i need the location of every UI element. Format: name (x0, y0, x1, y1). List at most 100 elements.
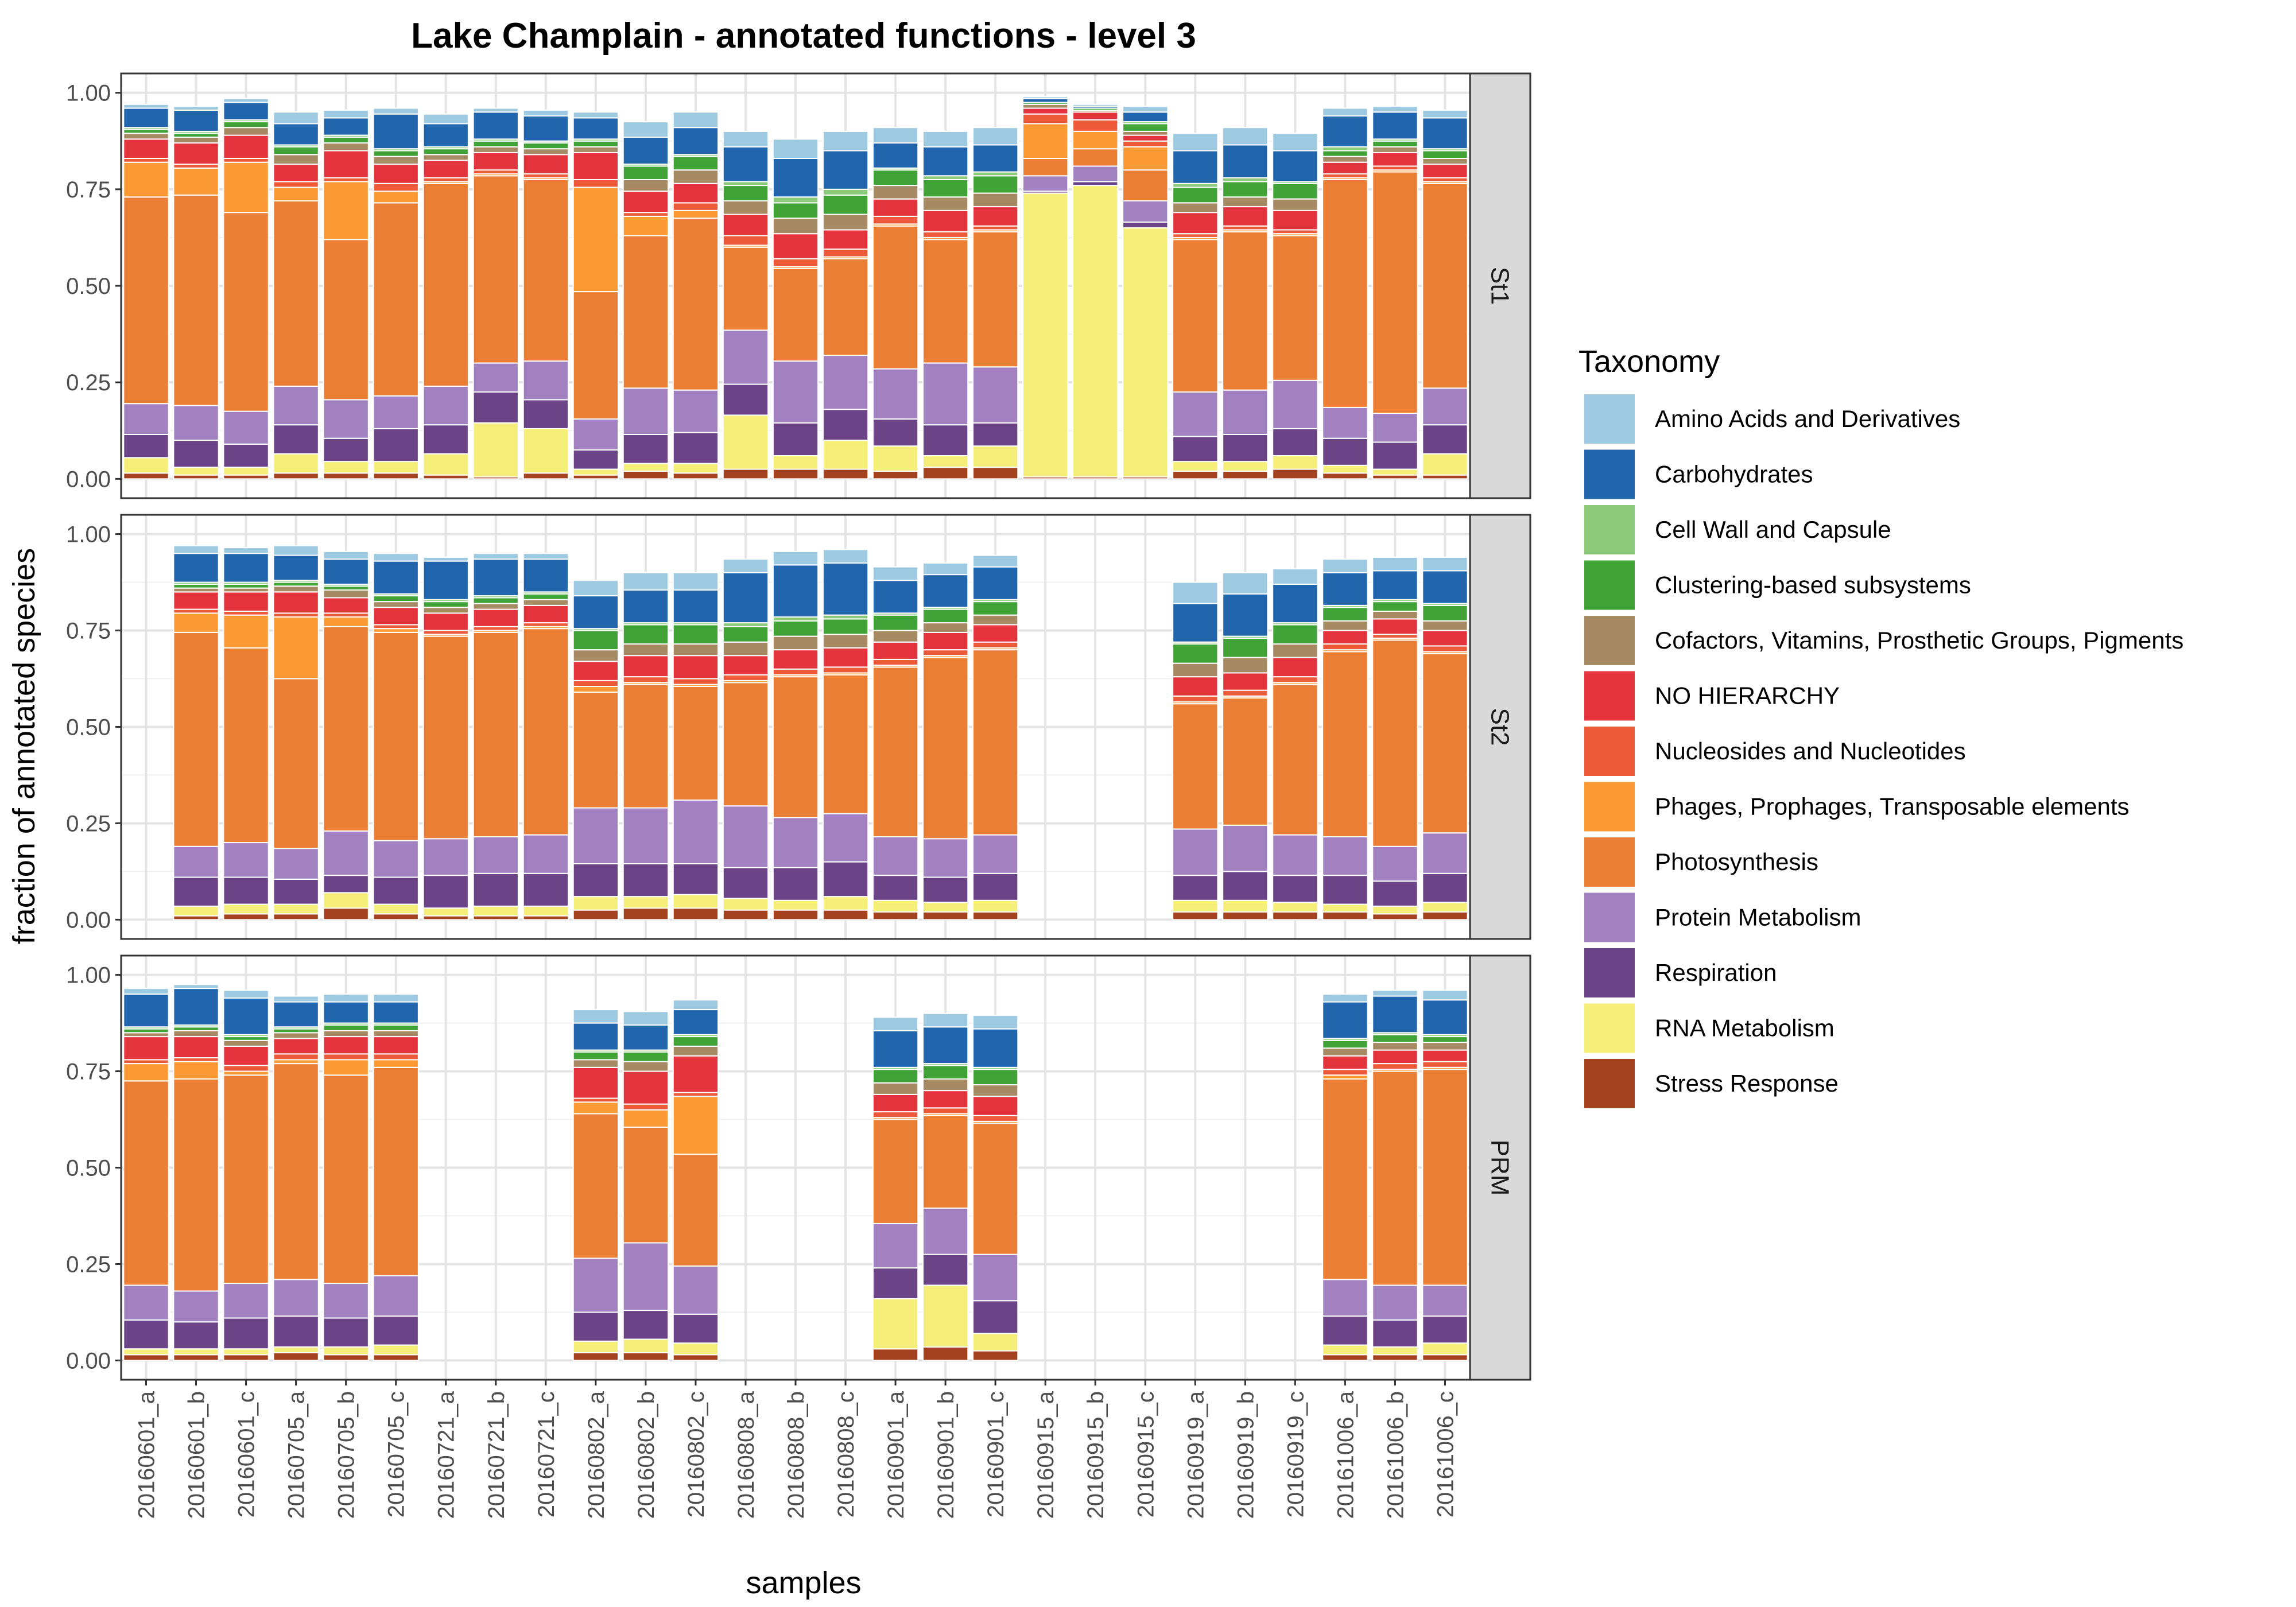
bar-segment-amino-acids-and-derivatives (173, 106, 219, 111)
bar-segment-phages-prophages-transposable-elements (672, 209, 719, 219)
bar-segment-cofactors-vitamins-prosthetic-groups-pigments (323, 142, 369, 152)
bar-segment-no-hierarchy (622, 1070, 669, 1105)
bar-segment-clustering-based-subsystems (622, 1051, 669, 1062)
bar-segment-respiration (422, 424, 469, 455)
bar-segment-nucleosides-and-nucleotides (972, 225, 1019, 231)
bar-segment-protein-metabolism (622, 1242, 669, 1311)
bar-segment-amino-acids-and-derivatives (1372, 556, 1418, 572)
bar-segment-clustering-based-subsystems (872, 614, 919, 631)
bar-segment-clustering-based-subsystems (672, 156, 719, 171)
bar-segment-nucleosides-and-nucleotides (373, 1053, 419, 1061)
bar-segment-protein-metabolism (972, 366, 1019, 424)
bar-segment-nucleosides-and-nucleotides (223, 1065, 269, 1072)
bar-segment-clustering-based-subsystems (1372, 601, 1418, 612)
bar-segment-carbohydrates (422, 123, 469, 147)
bar-segment-carbohydrates (223, 997, 269, 1035)
bar-segment-carbohydrates (173, 109, 219, 132)
bar-segment-no-hierarchy (373, 164, 419, 184)
bar-segment-clustering-based-subsystems (1172, 187, 1219, 204)
bar-segment-cell-wall-and-capsule (772, 616, 819, 622)
bar-segment-cofactors-vitamins-prosthetic-groups-pigments (422, 154, 469, 161)
bar-segment-amino-acids-and-derivatives (323, 993, 369, 1003)
bar-segment-rna-metabolism (672, 463, 719, 474)
bar-segment-cell-wall-and-capsule (1222, 177, 1269, 183)
bar-segment-amino-acids-and-derivatives (223, 98, 269, 103)
bar-segment-carbohydrates (972, 1028, 1019, 1068)
bar-segment-stress-response (422, 915, 469, 921)
bar-segment-photosynthesis (1422, 183, 1468, 389)
bar-segment-cofactors-vitamins-prosthetic-groups-pigments (572, 146, 619, 153)
bar-segment-protein-metabolism (972, 1253, 1019, 1302)
bar-segment-clustering-based-subsystems (422, 148, 469, 156)
bar-segment-carbohydrates (323, 558, 369, 585)
bar-segment-cofactors-vitamins-prosthetic-groups-pigments (1422, 1042, 1468, 1051)
bar-segment-carbohydrates (522, 115, 569, 142)
x-tick-label: 20161006_c (1433, 1391, 1458, 1517)
bar-segment-stress-response (472, 915, 519, 921)
bar-segment-no-hierarchy (373, 1036, 419, 1055)
bar-segment-no-hierarchy (1422, 630, 1468, 647)
bar-segment-stress-response (572, 474, 619, 480)
bar-segment-no-hierarchy (872, 641, 919, 660)
y-tick-label: 0.25 (66, 1252, 111, 1277)
bar-segment-carbohydrates (273, 123, 319, 146)
bar-segment-nucleosides-and-nucleotides (1422, 177, 1468, 183)
bar-segment-rna-metabolism (672, 1342, 719, 1356)
bar-segment-stress-response (972, 1350, 1019, 1361)
bar-segment-stress-response (672, 472, 719, 480)
legend-key-photosynthesis (1584, 837, 1635, 887)
bar-segment-protein-metabolism (123, 1284, 169, 1321)
bar-segment-clustering-based-subsystems (722, 185, 769, 202)
bar-segment-carbohydrates (1372, 570, 1418, 600)
bar-segment-respiration (273, 878, 319, 905)
bar-segment-clustering-based-subsystems (173, 1026, 219, 1032)
legend-key-cell-wall-and-capsule (1584, 505, 1635, 554)
bar-segment-stress-response (722, 468, 769, 480)
bar-segment-cofactors-vitamins-prosthetic-groups-pigments (273, 585, 319, 593)
bar-segment-nucleosides-and-nucleotides (672, 678, 719, 685)
bar-segment-no-hierarchy (1372, 1049, 1418, 1065)
bar-segment-cofactors-vitamins-prosthetic-groups-pigments (223, 1039, 269, 1047)
bar-segment-photosynthesis (323, 626, 369, 832)
x-tick-label: 20160601_c (234, 1391, 259, 1517)
bar-segment-no-hierarchy (922, 631, 969, 651)
bar-segment-photosynthesis (1322, 1078, 1368, 1280)
legend-key-rna-metabolism (1584, 1003, 1635, 1053)
bar-segment-cell-wall-and-capsule (822, 188, 869, 196)
bar-segment-photosynthesis (173, 631, 219, 847)
bar-segment-photosynthesis (1172, 703, 1219, 830)
bar-segment-respiration (722, 383, 769, 416)
bar-segment-clustering-based-subsystems (622, 624, 669, 645)
bar-segment-rna-metabolism (922, 902, 969, 913)
bar-segment-no-hierarchy (123, 1036, 169, 1061)
bar-segment-nucleosides-and-nucleotides (572, 680, 619, 687)
bar-segment-cell-wall-and-capsule (1322, 146, 1368, 152)
bar-segment-protein-metabolism (1072, 165, 1119, 183)
bar-segment-nucleosides-and-nucleotides (672, 202, 719, 211)
bar-segment-photosynthesis (373, 202, 419, 397)
bar-segment-no-hierarchy (223, 134, 269, 160)
bar-segment-no-hierarchy (123, 138, 169, 159)
bar-segment-cell-wall-and-capsule (772, 196, 819, 204)
bar-segment-protein-metabolism (472, 836, 519, 874)
bar-segment-no-hierarchy (1372, 618, 1418, 635)
bar-segment-cofactors-vitamins-prosthetic-groups-pigments (273, 154, 319, 165)
bar-segment-photosynthesis (373, 631, 419, 841)
bar-segment-respiration (323, 437, 369, 463)
bar-segment-no-hierarchy (223, 1045, 269, 1066)
bar-segment-protein-metabolism (722, 805, 769, 868)
x-tick-label: 20160915_a (1033, 1391, 1058, 1519)
bar-segment-respiration (273, 1315, 319, 1348)
bar-segment-clustering-based-subsystems (672, 624, 719, 645)
bar-segment-rna-metabolism (273, 1346, 319, 1353)
bar-segment-cofactors-vitamins-prosthetic-groups-pigments (223, 587, 269, 593)
bar-segment-photosynthesis (1372, 639, 1418, 847)
bar-segment-carbohydrates (572, 117, 619, 140)
x-tick-label: 20160601_b (184, 1391, 210, 1519)
bar-segment-rna-metabolism (672, 894, 719, 909)
bar-segment-rna-metabolism (422, 453, 469, 476)
bar-segment-protein-metabolism (522, 360, 569, 401)
bar-segment-protein-metabolism (173, 845, 219, 878)
bar-segment-phages-prophages-transposable-elements (672, 1096, 719, 1155)
bar-segment-carbohydrates (922, 146, 969, 177)
